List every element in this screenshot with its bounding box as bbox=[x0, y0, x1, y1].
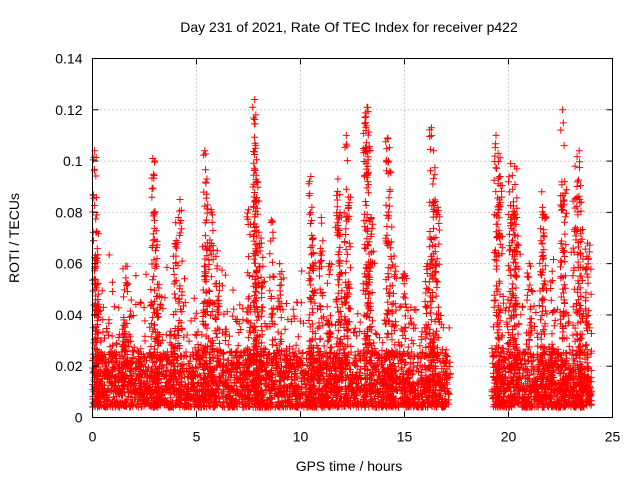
grid-layer bbox=[92, 58, 613, 418]
y-axis-label: ROTI / TECUs bbox=[6, 193, 22, 283]
points-layer bbox=[89, 96, 596, 411]
ticks-layer: 0 5 10 15 20 25 0 0.02 0.04 0.06 0.08 0.1 0.12 0.14 bbox=[55, 51, 620, 445]
x-tick-label: 5 bbox=[193, 429, 201, 445]
roti-data-points bbox=[89, 96, 596, 411]
x-tick-label: 0 bbox=[89, 429, 97, 445]
y-tick-label: 0 bbox=[75, 410, 83, 426]
plot-frame bbox=[92, 58, 613, 418]
x-tick-label: 25 bbox=[605, 429, 621, 445]
y-tick-label: 0.04 bbox=[55, 307, 82, 323]
y-tick-label: 0.1 bbox=[63, 153, 83, 169]
x-axis-label: GPS time / hours bbox=[296, 458, 403, 474]
x-tick-label: 20 bbox=[501, 429, 517, 445]
y-tick-label: 0.14 bbox=[55, 51, 82, 67]
x-tick-label: 10 bbox=[293, 429, 309, 445]
y-tick-label: 0.12 bbox=[55, 102, 82, 118]
x-tick-label: 15 bbox=[397, 429, 413, 445]
y-tick-label: 0.06 bbox=[55, 256, 82, 272]
y-tick-label: 0.02 bbox=[55, 358, 82, 374]
y-tick-label: 0.08 bbox=[55, 204, 82, 220]
chart-title: Day 231 of 2021, Rate Of TEC Index for r… bbox=[180, 19, 518, 35]
